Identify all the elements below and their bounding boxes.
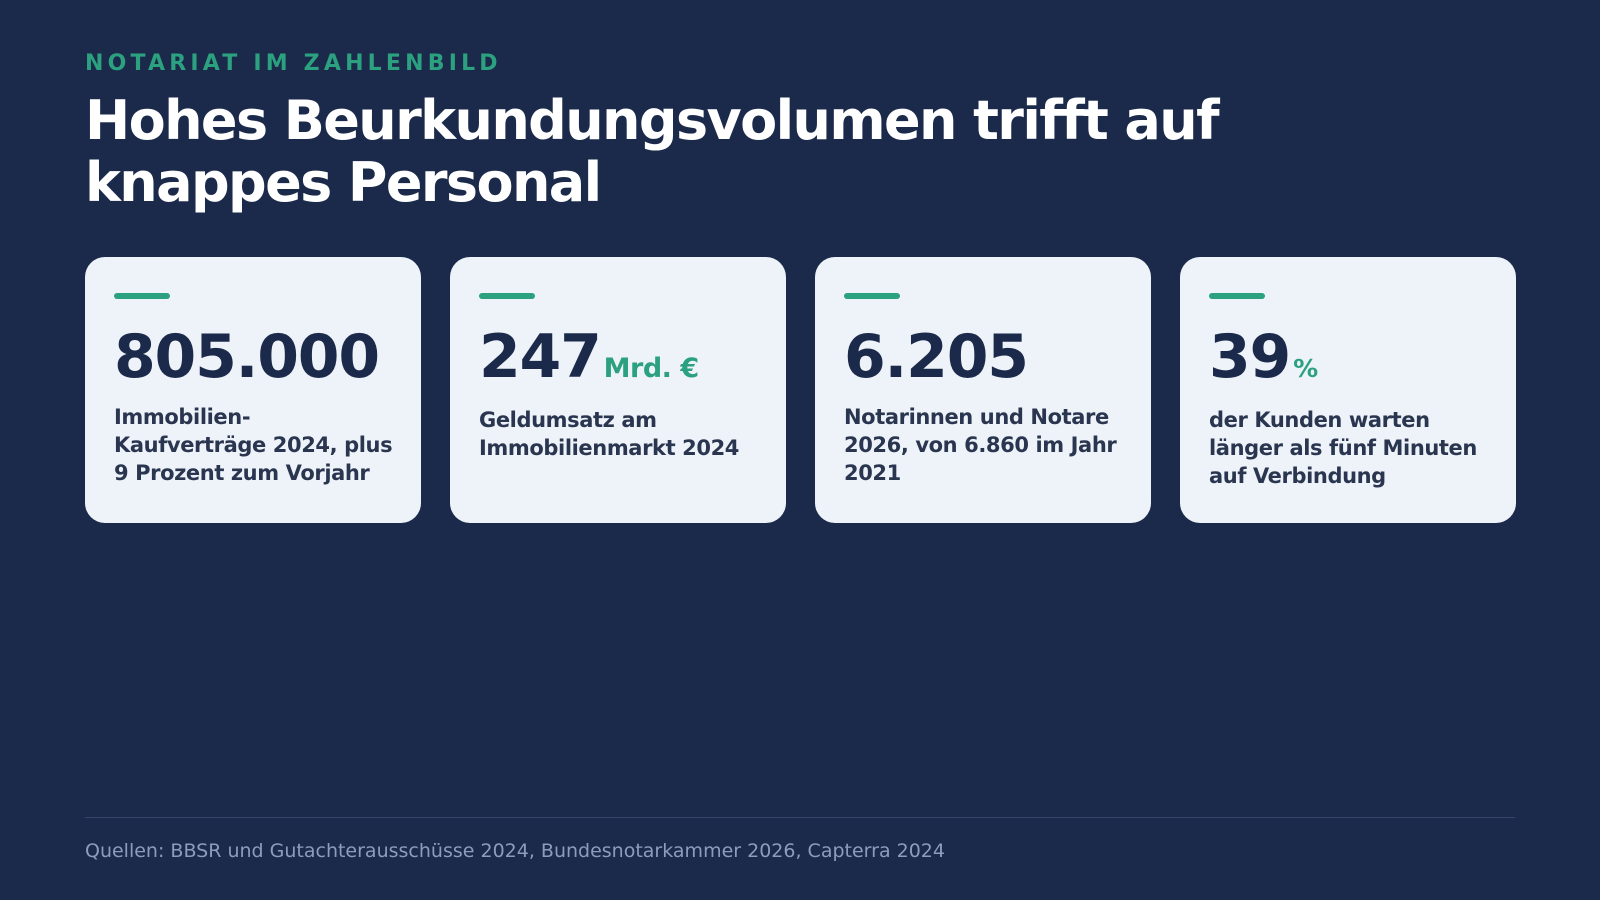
page-title: Hohes Beurkundungsvolumen trifft auf kna…	[85, 89, 1220, 214]
stat-card-contracts: 805.000 Immobilien-Kaufverträge 2024, pl…	[85, 257, 421, 523]
stat-figure: 805.000	[114, 323, 393, 391]
stat-card-notaries: 6.205 Notarinnen und Notare 2026, von 6.…	[815, 257, 1151, 523]
stat-figure: 247 Mrd. €	[479, 323, 758, 391]
accent-bar	[844, 293, 900, 299]
stat-value: 805.000	[114, 322, 380, 392]
accent-bar	[1209, 293, 1265, 299]
stat-value: 39	[1209, 322, 1291, 392]
stat-caption: Geldumsatz am Immobilienmarkt 2024	[479, 408, 739, 460]
stat-value: 247	[479, 322, 602, 392]
section-eyebrow: NOTARIAT IM ZAHLENBILD	[85, 51, 502, 76]
stat-unit: %	[1293, 354, 1318, 383]
footer-divider	[85, 817, 1515, 818]
accent-bar	[479, 293, 535, 299]
sources-note: Quellen: BBSR und Gutachterausschüsse 20…	[85, 840, 945, 862]
stat-figure: 6.205	[844, 323, 1123, 391]
accent-bar	[114, 293, 170, 299]
stat-card-wait-time: 39% der Kunden warten länger als fünf Mi…	[1180, 257, 1516, 523]
stat-unit: Mrd. €	[603, 353, 699, 384]
stat-figure: 39%	[1209, 323, 1488, 391]
stat-caption: Notarinnen und Notare 2026, von 6.860 im…	[844, 405, 1117, 485]
stat-caption: der Kunden warten länger als fünf Minute…	[1209, 408, 1477, 488]
stat-caption: Immobilien-Kaufverträge 2024, plus 9 Pro…	[114, 405, 393, 485]
stat-value: 6.205	[844, 322, 1029, 392]
stats-cards: 805.000 Immobilien-Kaufverträge 2024, pl…	[85, 257, 1516, 523]
stat-card-turnover: 247 Mrd. € Geldumsatz am Immobilienmarkt …	[450, 257, 786, 523]
